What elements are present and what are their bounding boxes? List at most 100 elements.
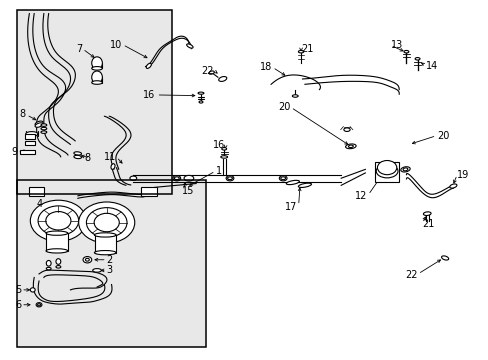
Ellipse shape <box>146 63 151 68</box>
Ellipse shape <box>441 256 448 260</box>
Ellipse shape <box>41 124 47 126</box>
Ellipse shape <box>74 155 81 159</box>
Text: 8: 8 <box>84 153 91 163</box>
Circle shape <box>377 161 396 175</box>
Ellipse shape <box>46 231 68 235</box>
Ellipse shape <box>403 50 408 53</box>
Ellipse shape <box>41 131 47 134</box>
Ellipse shape <box>36 303 42 307</box>
Text: 1: 1 <box>215 166 221 176</box>
Text: 9: 9 <box>11 147 17 157</box>
Ellipse shape <box>199 101 203 103</box>
Ellipse shape <box>26 132 38 136</box>
Ellipse shape <box>35 123 43 127</box>
Ellipse shape <box>198 92 203 94</box>
Ellipse shape <box>74 152 81 155</box>
Ellipse shape <box>92 81 102 84</box>
Ellipse shape <box>30 288 35 292</box>
Ellipse shape <box>221 156 227 158</box>
Ellipse shape <box>298 183 311 188</box>
Bar <box>17 180 205 347</box>
Circle shape <box>46 212 71 230</box>
Circle shape <box>86 208 127 238</box>
Text: 22: 22 <box>404 270 417 280</box>
Ellipse shape <box>83 257 92 263</box>
Circle shape <box>94 213 119 232</box>
Bar <box>46 233 68 251</box>
Ellipse shape <box>46 249 68 253</box>
Ellipse shape <box>174 177 179 180</box>
Ellipse shape <box>225 176 233 181</box>
Ellipse shape <box>85 258 89 261</box>
Ellipse shape <box>56 266 61 268</box>
Bar <box>17 180 205 347</box>
Ellipse shape <box>227 177 232 180</box>
Text: 16: 16 <box>142 90 155 100</box>
Ellipse shape <box>348 145 352 148</box>
Ellipse shape <box>222 148 226 150</box>
Circle shape <box>38 206 79 236</box>
Ellipse shape <box>218 77 226 81</box>
Ellipse shape <box>94 233 116 237</box>
Ellipse shape <box>46 267 51 270</box>
Bar <box>24 134 35 139</box>
Text: 8: 8 <box>20 109 26 120</box>
Ellipse shape <box>35 121 43 126</box>
Circle shape <box>79 202 135 243</box>
Ellipse shape <box>92 57 102 69</box>
Ellipse shape <box>111 164 115 169</box>
Text: 22: 22 <box>201 66 214 76</box>
Bar <box>29 187 44 196</box>
Ellipse shape <box>183 175 193 181</box>
Ellipse shape <box>92 71 102 84</box>
Text: 11: 11 <box>104 152 116 162</box>
Text: 21: 21 <box>422 219 434 229</box>
Text: 5: 5 <box>15 285 21 295</box>
Bar <box>140 187 157 196</box>
Ellipse shape <box>92 67 102 70</box>
Text: 14: 14 <box>425 61 437 71</box>
Ellipse shape <box>375 165 397 178</box>
Ellipse shape <box>46 260 51 266</box>
Ellipse shape <box>449 184 456 188</box>
Text: 18: 18 <box>260 62 272 72</box>
Bar <box>20 150 35 154</box>
Ellipse shape <box>298 50 303 53</box>
Text: 4: 4 <box>36 199 42 209</box>
Ellipse shape <box>343 128 349 131</box>
Ellipse shape <box>414 58 419 60</box>
Bar <box>17 10 172 194</box>
Ellipse shape <box>130 176 137 180</box>
Ellipse shape <box>56 259 61 264</box>
Ellipse shape <box>173 176 180 181</box>
Bar <box>24 141 35 145</box>
Text: 16: 16 <box>212 140 224 149</box>
Text: 2: 2 <box>106 255 113 265</box>
Text: 19: 19 <box>456 170 468 180</box>
Ellipse shape <box>208 71 214 74</box>
Bar <box>95 235 116 253</box>
Ellipse shape <box>345 144 355 149</box>
Circle shape <box>30 200 86 241</box>
Bar <box>374 162 398 182</box>
Ellipse shape <box>280 177 285 180</box>
Bar <box>17 10 172 194</box>
Ellipse shape <box>279 176 286 181</box>
Text: 3: 3 <box>106 265 113 275</box>
Ellipse shape <box>400 167 409 172</box>
Text: 10: 10 <box>110 40 122 50</box>
Text: 20: 20 <box>436 131 448 141</box>
Ellipse shape <box>186 44 193 48</box>
Text: 15: 15 <box>181 186 194 196</box>
Text: 13: 13 <box>390 40 402 50</box>
Ellipse shape <box>93 269 101 272</box>
Ellipse shape <box>285 180 299 185</box>
Text: 17: 17 <box>285 202 297 212</box>
Ellipse shape <box>402 168 407 171</box>
Ellipse shape <box>38 304 41 306</box>
Ellipse shape <box>292 95 298 97</box>
Ellipse shape <box>41 127 47 130</box>
Text: 12: 12 <box>355 191 367 201</box>
Text: 7: 7 <box>76 44 82 54</box>
Text: 20: 20 <box>278 102 290 112</box>
